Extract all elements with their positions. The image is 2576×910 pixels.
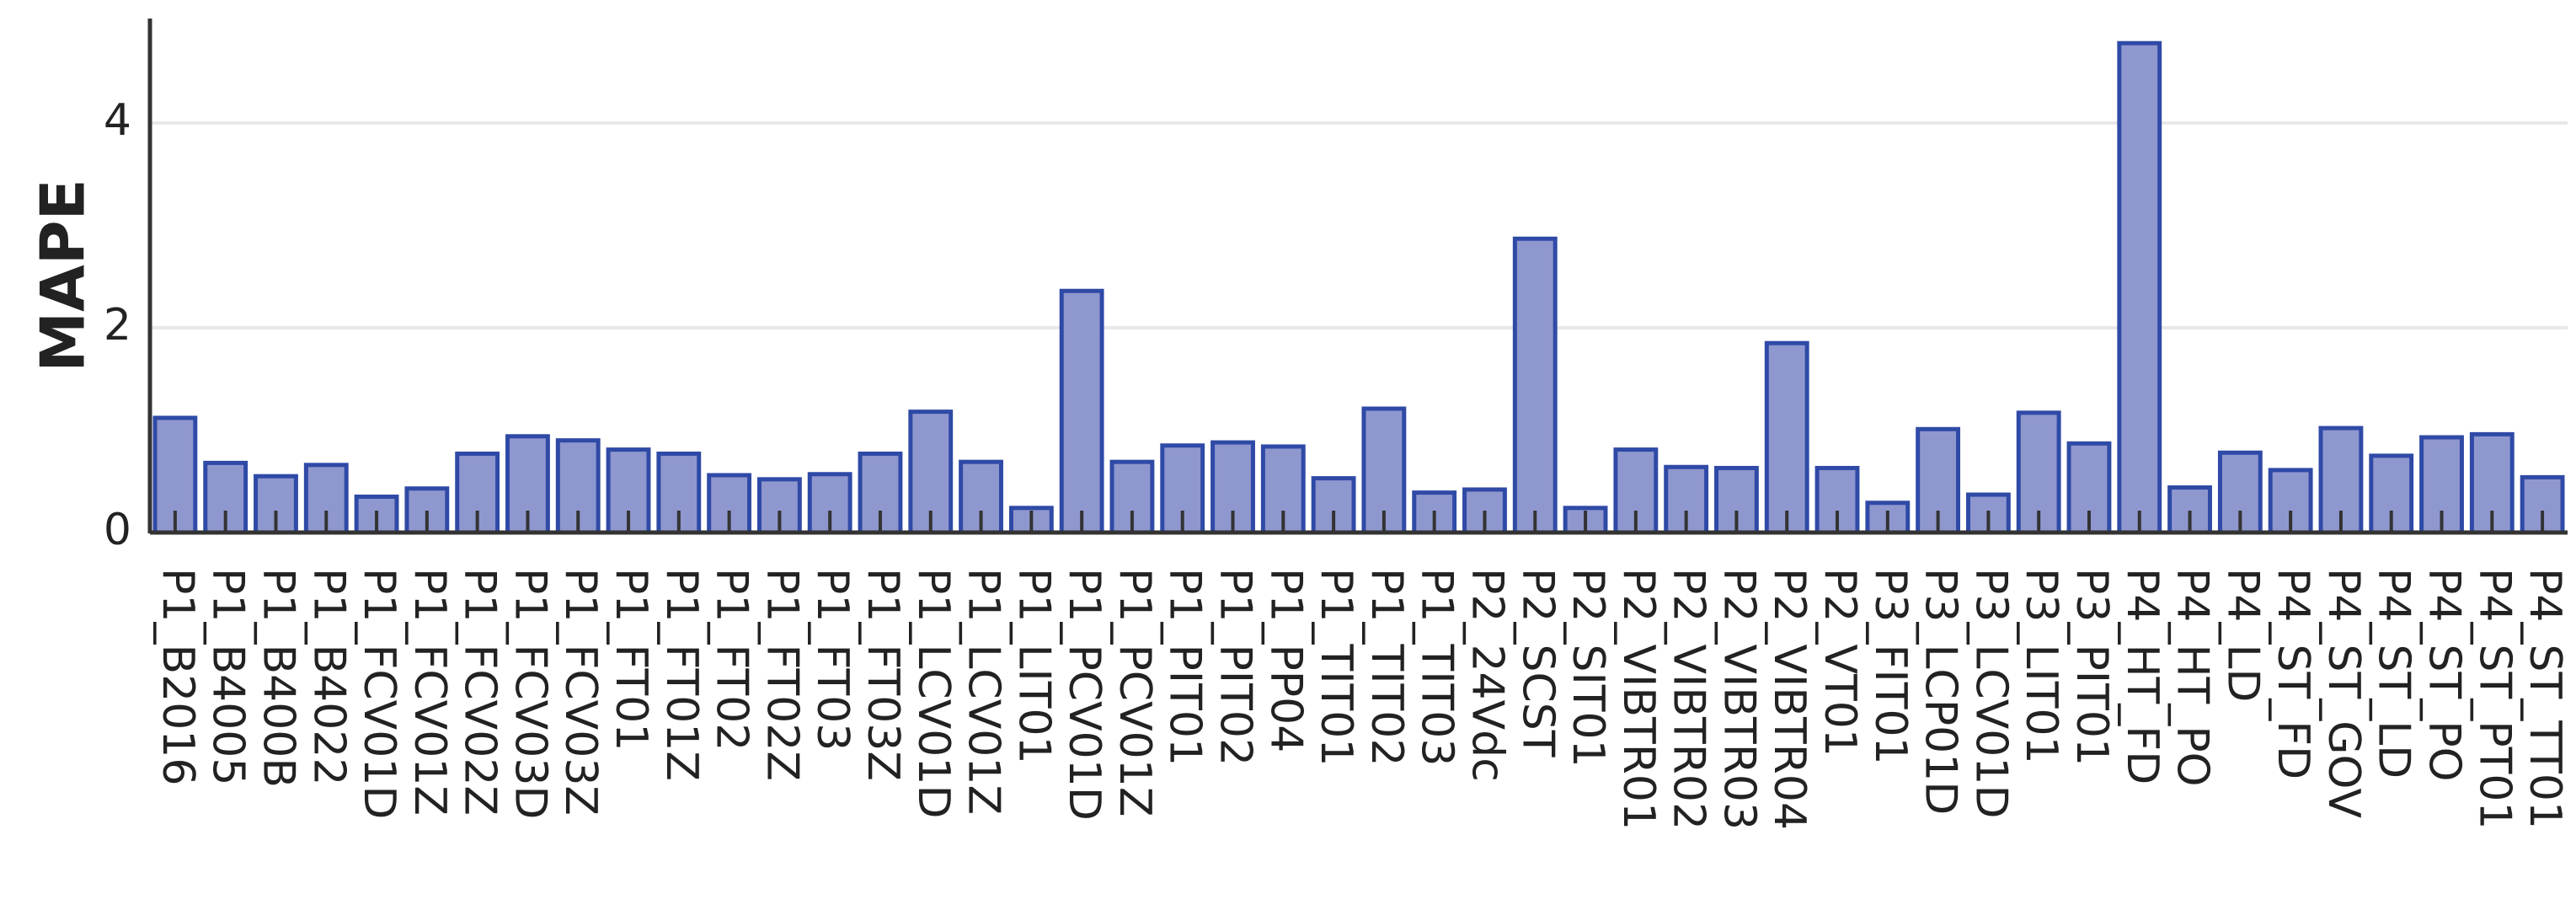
x-tick-label: P1_TIT01 bbox=[1311, 568, 1361, 766]
x-tick-label: P4_ST_PO bbox=[2419, 568, 2470, 782]
x-tick-label: P2_VIBTR01 bbox=[1613, 568, 1664, 830]
bar bbox=[1311, 476, 1356, 535]
x-tick-label: P1_FT01 bbox=[606, 568, 656, 751]
bar bbox=[2520, 474, 2565, 535]
x-tick-label: P1_B4022 bbox=[303, 568, 354, 785]
x-tick-label: P4_HT_FD bbox=[2117, 568, 2167, 784]
y-axis-label: MAPE bbox=[28, 179, 99, 372]
bar bbox=[1059, 288, 1104, 535]
x-tick-label: P1_PP04 bbox=[1260, 568, 1311, 752]
bar bbox=[1512, 236, 1558, 535]
x-tick-label: P4_ST_TT01 bbox=[2520, 568, 2570, 829]
x-tick-label: P2_SCST bbox=[1512, 568, 1563, 757]
x-tick-label: P1_LIT01 bbox=[1008, 568, 1059, 764]
y-tick-label: 4 bbox=[104, 95, 131, 146]
x-tick-label: P1_FCV02Z bbox=[455, 568, 505, 816]
y-ticks: 0 2 4 bbox=[104, 95, 131, 555]
y-tick-label: 0 bbox=[104, 505, 131, 555]
axes bbox=[147, 19, 2568, 535]
x-tick-labels: P1_B2016 P1_B4005 P1_B400B P1_B4022 P1_FCV01… bbox=[152, 568, 2570, 830]
x-tick-label: P1_B400B bbox=[253, 568, 303, 788]
bars bbox=[152, 40, 2565, 535]
x-tick-label: P4_HT_PO bbox=[2167, 568, 2218, 787]
x-tick-label: P2_VT01 bbox=[1814, 568, 1865, 757]
x-tick-label: P1_FCV03D bbox=[505, 568, 555, 819]
x-tick-label: P1_PIT01 bbox=[1160, 568, 1211, 766]
x-tick-label: P1_FT01Z bbox=[656, 568, 707, 781]
x-tick-label: P1_FT03Z bbox=[858, 568, 908, 781]
x-tick-label: P2_VIBTR04 bbox=[1764, 568, 1814, 830]
bar bbox=[1764, 340, 1809, 535]
x-tick-label: P1_PIT02 bbox=[1211, 568, 1261, 766]
x-tick-label: P2_VIBTR02 bbox=[1664, 568, 1714, 830]
x-tick-label: P4_ST_PT01 bbox=[2469, 568, 2520, 830]
x-tick-label: P3_LCP01D bbox=[1916, 568, 1966, 815]
x-tick-label: P3_FIT01 bbox=[1865, 568, 1916, 765]
grid-lines bbox=[150, 121, 2568, 329]
bar bbox=[2117, 40, 2162, 535]
x-tick-label: P4_LD bbox=[2217, 568, 2268, 702]
x-tick-label: P3_LCV01D bbox=[1965, 568, 2016, 819]
x-tick-label: P1_LCV01Z bbox=[959, 568, 1009, 815]
bar bbox=[303, 463, 349, 535]
x-tick-label: P1_LCV01D bbox=[908, 568, 959, 819]
x-tick-label: P2_VIBTR03 bbox=[1713, 568, 1764, 830]
x-tick-label: P1_FCV01Z bbox=[404, 568, 455, 816]
x-tick-label: P2_24Vdc bbox=[1462, 568, 1512, 782]
x-tick-label: P1_B2016 bbox=[152, 568, 203, 785]
x-tick-label: P1_FCV03Z bbox=[555, 568, 606, 816]
bar bbox=[455, 451, 500, 535]
x-tick-label: P4_ST_GOV bbox=[2318, 568, 2369, 819]
x-tick-label: P1_B4005 bbox=[203, 568, 254, 785]
x-tick-label: P3_LIT01 bbox=[2016, 568, 2066, 764]
x-tick-label: P1_FT02 bbox=[707, 568, 757, 751]
x-tick-label: P1_TIT02 bbox=[1361, 568, 1412, 766]
x-tick-label: P1_FT02Z bbox=[756, 568, 807, 781]
x-tick-label: P1_PCV01Z bbox=[1109, 568, 1160, 816]
x-tick-label: P3_PIT01 bbox=[2066, 568, 2117, 766]
x-tick-label: P4_ST_LD bbox=[2369, 568, 2419, 779]
x-tick-label: P4_ST_FD bbox=[2268, 568, 2318, 779]
x-tick-label: P1_TIT03 bbox=[1412, 568, 1462, 766]
x-tick-label: P1_PCV01D bbox=[1059, 568, 1109, 821]
x-tick-label: P2_SIT01 bbox=[1563, 568, 1613, 768]
x-tick-label: P1_FT03 bbox=[807, 568, 858, 751]
y-tick-label: 2 bbox=[104, 300, 131, 351]
x-tick-label: P1_FCV01D bbox=[354, 568, 404, 819]
